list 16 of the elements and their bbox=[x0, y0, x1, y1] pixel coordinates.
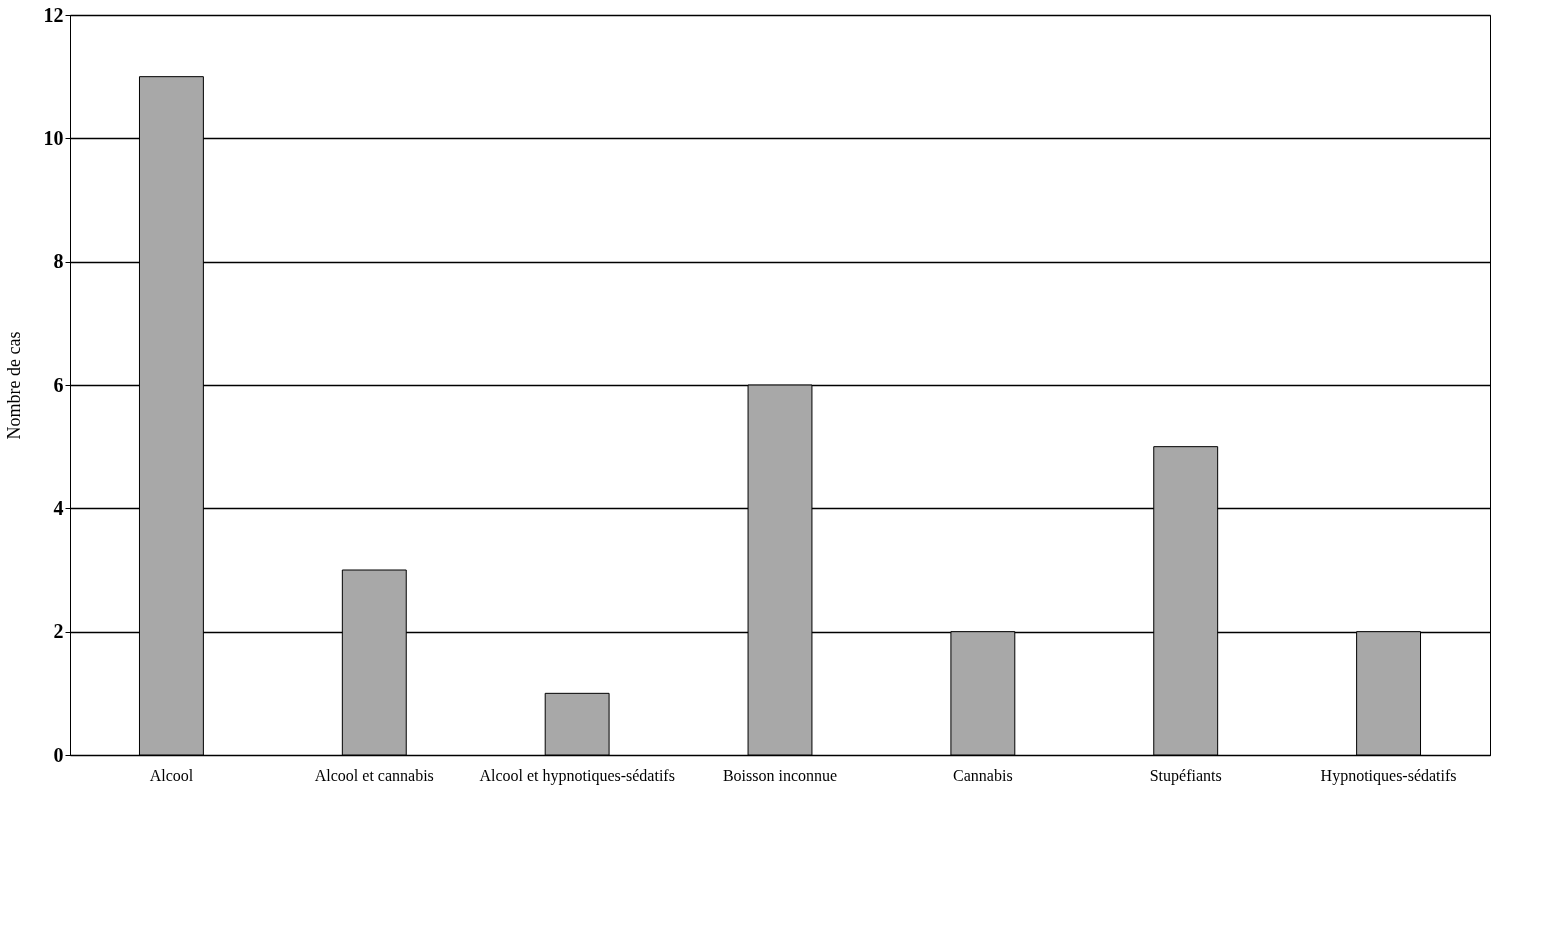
y-tick-label: 4 bbox=[53, 496, 64, 519]
y-tick-label: 6 bbox=[53, 373, 64, 396]
y-tick-label: 0 bbox=[53, 743, 64, 766]
y-tick-label: 2 bbox=[53, 620, 64, 643]
x-tick-label: Stupéfiants bbox=[1149, 766, 1222, 785]
x-tick-label: Hypnotiques-sédatifs bbox=[1320, 766, 1457, 785]
y-tick-label: 10 bbox=[43, 126, 64, 149]
x-tick-label: Boisson inconnue bbox=[722, 766, 838, 784]
bar bbox=[544, 692, 610, 756]
x-tick-label: Alcool et hypnotiques-sédatifs bbox=[479, 766, 675, 785]
x-tick-label: Cannabis bbox=[953, 766, 1013, 784]
y-tick-label: 8 bbox=[53, 250, 64, 273]
y-tick-label: 12 bbox=[43, 3, 64, 26]
x-tick-label: Alcool bbox=[149, 766, 194, 784]
y-axis-title: Nombre de cas bbox=[3, 331, 24, 440]
x-tick-label: Alcool et cannabis bbox=[314, 766, 434, 784]
